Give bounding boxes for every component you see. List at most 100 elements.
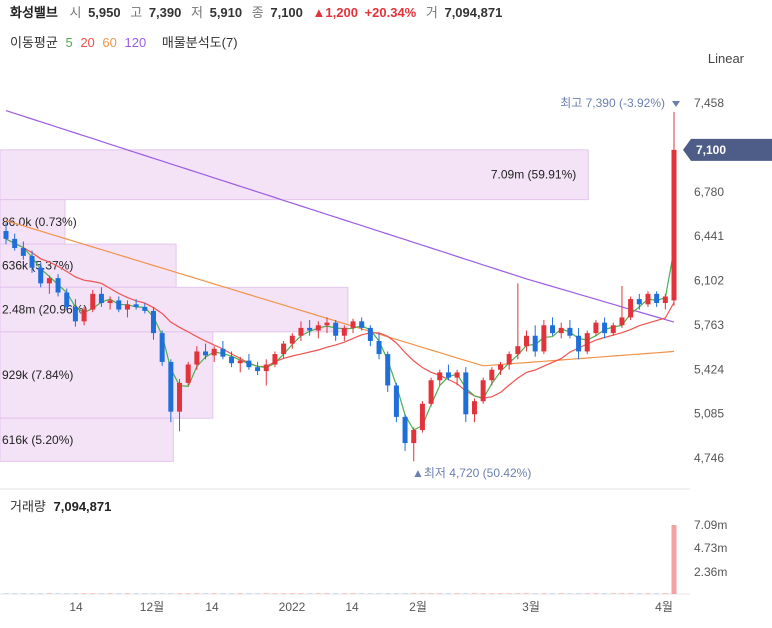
volume-bar <box>385 593 391 594</box>
volume-bar <box>246 593 252 594</box>
candle-body <box>584 333 590 352</box>
volume-bar <box>133 593 139 594</box>
candle-body <box>558 327 564 334</box>
candle-body <box>116 300 122 310</box>
volume-bar <box>220 593 226 594</box>
x-tick-label: 4월 <box>655 600 673 614</box>
volume-bar <box>550 593 556 594</box>
volume-panel-title: 거래량 7,094,871 <box>10 496 111 515</box>
candle-body <box>289 335 295 344</box>
candle-body <box>185 364 191 383</box>
volume-bar <box>237 593 243 594</box>
volume-value: 7,094,871 <box>444 5 503 20</box>
volume-bar <box>662 593 668 594</box>
volume-profile-label: 86.0k (0.73%) <box>2 215 77 229</box>
candle-body <box>480 380 486 402</box>
volume-profile-label: 616k (5.20%) <box>2 433 73 447</box>
volume-bar <box>203 593 209 594</box>
volume-bar <box>671 525 677 594</box>
volume-bar <box>619 593 625 594</box>
volume-bar <box>168 593 174 594</box>
volume-bar <box>489 593 495 594</box>
volume-bar <box>367 593 373 594</box>
volume-bar <box>584 593 590 594</box>
y-tick-label: 5,085 <box>694 407 724 421</box>
candle-body <box>3 231 9 239</box>
stock-name: 화성밸브 <box>10 5 58 20</box>
volume-bar <box>142 593 148 594</box>
volume-bar <box>185 593 191 594</box>
candle-body <box>602 322 608 334</box>
volume-bar <box>463 593 469 594</box>
ma-label[interactable]: 이동평균 <box>10 35 58 50</box>
volume-bar <box>116 593 122 594</box>
y-tick-label: 5,763 <box>694 318 724 332</box>
volume-bar <box>324 593 330 594</box>
volume-profile-label: 929k (7.84%) <box>2 368 73 382</box>
volume-bar <box>46 593 52 594</box>
candle-body <box>81 309 87 322</box>
volume-label: 거 <box>425 5 438 20</box>
volume-tick-label: 4.73m <box>694 541 727 555</box>
candle-body <box>229 356 235 364</box>
volume-bar <box>150 593 156 594</box>
x-tick-label: 2월 <box>409 600 427 614</box>
volume-bar <box>124 593 130 594</box>
candle-body <box>124 304 130 310</box>
y-tick-label: 5,424 <box>694 362 724 376</box>
candle-body <box>194 351 200 365</box>
volume-bar <box>315 593 321 594</box>
candle-body <box>428 380 434 404</box>
candle-body <box>359 321 365 328</box>
volume-bar <box>98 593 104 594</box>
volume-profile-bar <box>0 199 66 245</box>
high-annotation: 최고 7,390 (-3.92%) <box>560 96 665 110</box>
close-value: 7,100 <box>270 5 303 20</box>
candle-body <box>38 267 44 284</box>
volume-bar <box>628 593 634 594</box>
candle-body <box>324 322 330 326</box>
candle-body <box>367 327 373 341</box>
volume-bar <box>645 593 651 594</box>
volume-bar <box>298 593 304 594</box>
candle-body <box>168 361 174 412</box>
y-tick-label: 6,102 <box>694 274 724 288</box>
current-price-badge <box>683 138 772 161</box>
low-value: 5,910 <box>209 5 243 20</box>
ma-120-line <box>5 110 675 323</box>
candle-body <box>463 372 469 415</box>
candle-body <box>541 325 547 352</box>
volume-bar <box>602 593 608 594</box>
candle-body <box>263 364 269 372</box>
candle-body <box>471 401 477 415</box>
candle-body <box>671 149 677 301</box>
volume-tick-label: 2.36m <box>694 565 727 579</box>
candle-body <box>567 327 573 336</box>
ma-20-line <box>5 238 675 399</box>
candle-body <box>64 292 70 307</box>
candle-body <box>29 255 35 268</box>
volume-bar <box>610 593 616 594</box>
volume-bar <box>576 593 582 594</box>
volume-bar <box>524 593 530 594</box>
volume-bar <box>567 593 573 594</box>
x-tick-label: 14 <box>205 600 219 614</box>
volume-bar <box>12 593 18 594</box>
candle-body <box>619 317 625 326</box>
candle-body <box>393 385 399 417</box>
candle-body <box>445 372 451 378</box>
candle-body <box>133 304 139 307</box>
scale-toggle[interactable]: Linear <box>707 51 744 66</box>
volume-bar <box>333 593 339 594</box>
volume-bar <box>359 593 365 594</box>
volume-bar <box>532 593 538 594</box>
candle-body <box>20 248 26 256</box>
volume-profile-label[interactable]: 매물분석도(7) <box>161 35 238 50</box>
volume-profile-bar <box>0 149 589 201</box>
candle-body <box>350 321 356 328</box>
candle-body <box>454 372 460 378</box>
volume-bar <box>445 593 451 594</box>
candle-body <box>515 346 521 355</box>
candle-body <box>90 293 96 310</box>
